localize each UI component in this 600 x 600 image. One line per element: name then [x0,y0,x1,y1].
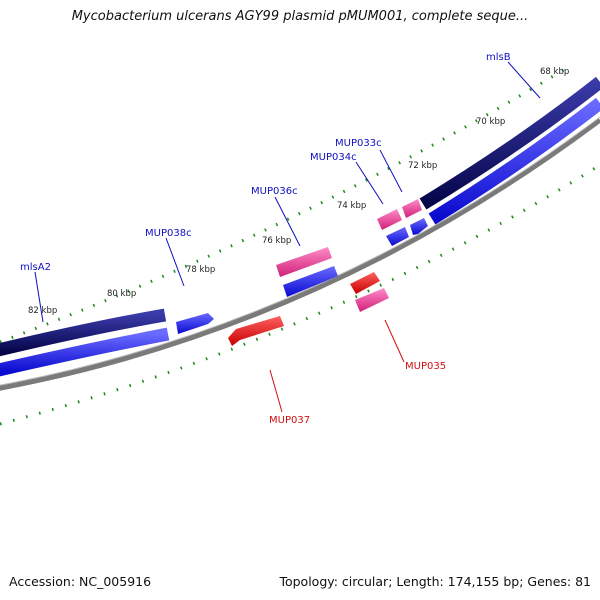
gene-label-mlsA2[interactable]: mlsA2 [20,262,51,273]
gene-mup034c-blue[interactable] [386,227,409,246]
accession-text: Accession: NC_005916 [9,574,152,589]
scale-label-74: 74 kbp [337,201,366,211]
scale-label-80: 80 kbp [107,289,136,299]
scale-label-76: 76 kbp [262,236,291,246]
gene-mup036c-blue[interactable] [283,266,338,297]
label-leaders [34,61,541,413]
backbone-ring [0,117,600,391]
scale-label-78: 78 kbp [186,265,215,275]
gene-mup037[interactable] [228,316,284,346]
gene-mup033c-blue[interactable] [410,218,428,235]
gene-label-mup035[interactable]: MUP035 [405,361,446,372]
gene-label-mup036c[interactable]: MUP036c [251,186,298,197]
scale-label-72: 72 kbp [408,161,437,171]
gene-mup034c-pink[interactable] [377,209,402,230]
gene-label-mlsB[interactable]: mlsB [486,52,511,63]
gene-label-mup037[interactable]: MUP037 [269,415,310,426]
scale-label-68: 68 kbp [540,67,569,77]
dark-feature-track-right [419,76,600,210]
gene-mup038c[interactable] [176,313,214,334]
forward-gene-track-left [0,327,170,377]
topology-summary-text: Topology: circular; Length: 174,155 bp; … [279,574,591,589]
gene-label-mup034c[interactable]: MUP034c [310,152,357,163]
map-title: Mycobacterium ulcerans AGY99 plasmid pMU… [71,9,529,24]
gene-mup035-pink[interactable] [355,288,389,312]
gene-label-mup038c[interactable]: MUP038c [145,228,192,239]
gene-mup035-red[interactable] [350,272,380,294]
dark-feature-track-left [0,308,167,357]
gene-mup036c-pink[interactable] [276,247,332,277]
gene-mup033c-pink[interactable] [402,199,422,218]
backbone-ring-highlight [0,116,600,386]
scale-label-82: 82 kbp [28,306,57,316]
forward-gene-track-right [428,97,600,225]
gene-label-mup033c[interactable]: MUP033c [335,138,382,149]
scale-label-70: 70 kbp [476,117,505,127]
